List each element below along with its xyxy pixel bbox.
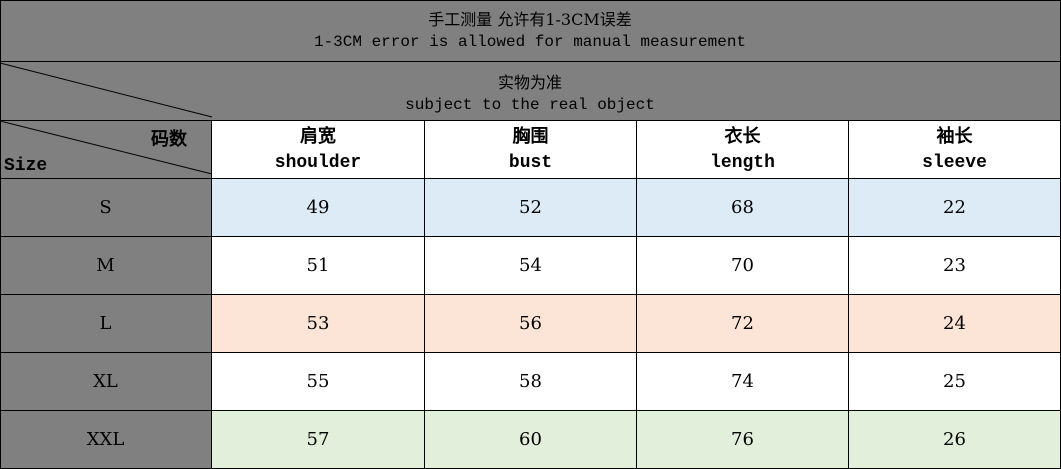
subtitle-cell: 实物为准 subject to the real object (0, 62, 1061, 121)
table-cell: 56 (425, 295, 637, 353)
size-label: M (0, 237, 212, 295)
title-en: 1-3CM error is allowed for manual measur… (313, 32, 747, 51)
table-cell: 52 (425, 179, 637, 237)
table-cell: 51 (212, 237, 425, 295)
cell-value: 56 (519, 313, 542, 334)
column-header: 袖长 sleeve (849, 121, 1061, 179)
column-header: 肩宽 shoulder (212, 121, 425, 179)
cell-value: 74 (731, 371, 754, 392)
table-cell: 68 (637, 179, 849, 237)
table-cell: 70 (637, 237, 849, 295)
cell-value: 22 (943, 197, 966, 218)
column-header-en: sleeve (922, 152, 987, 173)
column-header-zh: 肩宽 (300, 125, 336, 147)
table-cell: 25 (849, 353, 1061, 411)
column-header-en: length (710, 152, 775, 173)
table-cell: 57 (212, 411, 425, 469)
cell-value: 24 (943, 313, 966, 334)
cell-value: 55 (306, 371, 330, 392)
column-header: 胸围 bust (425, 121, 637, 179)
cell-value: 53 (306, 313, 330, 334)
size-value: S (99, 197, 112, 218)
table-cell: 23 (849, 237, 1061, 295)
corner-top: 码数 (151, 129, 187, 150)
table-cell: 22 (849, 179, 1061, 237)
cell-value: 60 (519, 429, 542, 450)
column-header-en: shoulder (274, 152, 362, 173)
cell-value: 52 (519, 197, 542, 218)
table-cell: 74 (637, 353, 849, 411)
size-label: XL (0, 353, 212, 411)
title-cell: 手工测量 允许有1-3CM误差 1-3CM error is allowed fo… (0, 0, 1061, 62)
cell-value: 70 (731, 255, 754, 276)
column-header-en: bust (508, 152, 553, 173)
column-header: 衣长 length (637, 121, 849, 179)
subtitle-zh: 实物为准 (497, 73, 562, 92)
subtitle-en: subject to the real object (405, 96, 655, 114)
cell-value: 51 (306, 255, 330, 276)
cell-value: 57 (306, 429, 330, 450)
column-header-zh: 衣长 (724, 125, 761, 147)
corner-cell: 码数 Size (0, 121, 212, 179)
table-cell: 24 (849, 295, 1061, 353)
cell-value: 23 (943, 255, 966, 276)
table-cell: 26 (849, 411, 1061, 469)
size-value: XXL (86, 429, 125, 450)
size-label: L (0, 295, 212, 353)
table-cell: 53 (212, 295, 425, 353)
table-cell: 72 (637, 295, 849, 353)
table-cell: 54 (425, 237, 637, 295)
table-cell: 58 (425, 353, 637, 411)
size-value: M (96, 255, 115, 276)
size-value: L (99, 313, 112, 334)
cell-value: 68 (731, 197, 754, 218)
corner-bottom: Size (4, 156, 48, 176)
table-cell: 49 (212, 179, 425, 237)
cell-value: 25 (943, 371, 966, 392)
size-value: XL (93, 371, 118, 392)
cell-value: 54 (519, 255, 542, 276)
size-label: XXL (0, 411, 212, 469)
table-cell: 60 (425, 411, 637, 469)
table-cell: 55 (212, 353, 425, 411)
cell-value: 49 (306, 197, 330, 218)
cell-value: 72 (731, 313, 754, 334)
title-zh: 手工测量 允许有1-3CM误差 (428, 9, 632, 29)
column-header-zh: 胸围 (512, 125, 549, 147)
cell-value: 76 (731, 429, 754, 450)
table-cell: 76 (637, 411, 849, 469)
cell-value: 26 (943, 429, 966, 450)
cell-value: 58 (519, 371, 542, 392)
column-header-zh: 袖长 (936, 125, 973, 147)
size-label: S (0, 179, 212, 237)
